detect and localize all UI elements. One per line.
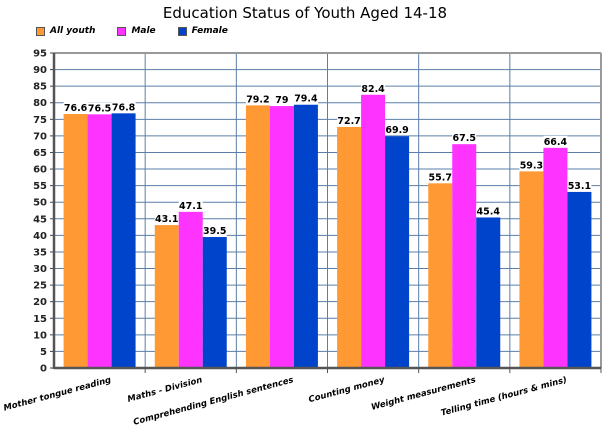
chart-title: Education Status of Youth Aged 14-18 <box>162 4 448 22</box>
data-label: 69.9 <box>385 125 408 136</box>
data-label-bg <box>519 159 544 171</box>
data-label: 39.5 <box>203 226 226 237</box>
data-label: 66.4 <box>544 137 568 148</box>
y-tick-label: 95 <box>33 49 47 60</box>
data-label: 67.5 <box>453 133 476 144</box>
y-tick-label: 65 <box>33 148 47 159</box>
bar-all-youth <box>519 171 544 368</box>
x-tick-label: Comprehending English sentences <box>132 375 294 427</box>
data-label: 59.3 <box>520 160 543 171</box>
legend-label: Male <box>131 26 156 36</box>
bar-male <box>87 114 112 368</box>
bar-female <box>385 136 410 368</box>
bar-male <box>361 94 386 369</box>
x-tick-label: Maths - Division <box>126 375 203 405</box>
y-tick-label: 75 <box>33 115 47 126</box>
bar-female <box>567 191 592 368</box>
data-label: 76.6 <box>64 103 88 114</box>
y-tick-label: 0 <box>40 364 47 375</box>
legend-label: Female <box>191 26 228 36</box>
data-label-bg <box>476 205 501 217</box>
legend-label: All youth <box>50 26 96 36</box>
y-tick-label: 70 <box>33 131 47 142</box>
bar-all-youth <box>63 114 88 368</box>
data-label: 45.4 <box>477 206 501 217</box>
y-tick-label: 85 <box>33 82 47 93</box>
bar-female <box>476 217 501 368</box>
data-label: 47.1 <box>179 201 202 212</box>
x-tick-label: Counting money <box>308 375 387 405</box>
data-label-bg <box>428 171 453 183</box>
data-label: 53.1 <box>568 181 591 192</box>
data-label-bg <box>245 93 270 105</box>
data-label-bg <box>202 225 227 237</box>
y-tick-label: 25 <box>33 281 47 292</box>
bar-female <box>293 104 318 368</box>
data-label: 76.5 <box>88 103 111 114</box>
bar-male <box>452 144 477 368</box>
y-tick-label: 35 <box>33 247 47 258</box>
y-tick-label: 30 <box>33 264 47 275</box>
data-label: 82.4 <box>361 84 385 95</box>
data-label-bg <box>337 114 362 126</box>
data-label-bg <box>293 92 318 104</box>
data-label: 55.7 <box>429 172 452 183</box>
y-tick-label: 5 <box>40 347 47 358</box>
data-label-bg <box>452 132 477 144</box>
data-label-bg <box>567 179 592 191</box>
y-tick-label: 20 <box>33 297 47 308</box>
bar-female <box>111 113 136 368</box>
legend: All youth Male Female <box>36 26 250 36</box>
legend-item-female: Female <box>177 26 228 36</box>
bar-female <box>202 237 227 368</box>
y-tick-label: 10 <box>33 330 47 341</box>
data-label: 79.2 <box>246 94 269 105</box>
data-label: 79.4 <box>294 94 318 105</box>
y-tick-label: 45 <box>33 214 47 225</box>
y-tick-label: 55 <box>33 181 47 192</box>
bar-all-youth <box>245 105 270 369</box>
data-label: 79 <box>275 95 288 106</box>
bar-male <box>178 211 203 368</box>
data-label-bg <box>269 94 294 106</box>
bar-male <box>543 147 568 368</box>
bar-all-youth <box>337 126 362 368</box>
y-tick-label: 40 <box>33 231 47 242</box>
y-tick-label: 60 <box>33 165 47 176</box>
data-label-bg <box>63 102 88 114</box>
y-tick-label: 90 <box>33 65 47 76</box>
data-label-bg <box>154 213 179 225</box>
bar-male <box>269 106 294 368</box>
data-label-bg <box>361 82 386 94</box>
data-label-bg <box>385 124 410 136</box>
legend-item-male: Male <box>117 26 156 36</box>
data-label: 76.8 <box>112 102 136 113</box>
legend-swatch-female <box>177 26 187 36</box>
y-tick-label: 50 <box>33 198 47 209</box>
x-tick-label: Mother tongue reading <box>3 375 113 413</box>
data-label-bg <box>111 101 136 113</box>
data-label-bg <box>178 199 203 211</box>
y-tick-label: 15 <box>33 314 47 325</box>
y-tick-label: 80 <box>33 98 47 109</box>
legend-swatch-all-youth <box>36 26 45 36</box>
data-label: 72.7 <box>337 116 360 127</box>
bar-all-youth <box>428 183 453 368</box>
bar-all-youth <box>154 225 179 368</box>
legend-item-all-youth: All youth <box>36 26 95 36</box>
legend-swatch-male <box>117 26 127 36</box>
data-label-bg <box>87 102 112 114</box>
data-label-bg <box>543 135 568 147</box>
data-label: 43.1 <box>155 214 178 225</box>
